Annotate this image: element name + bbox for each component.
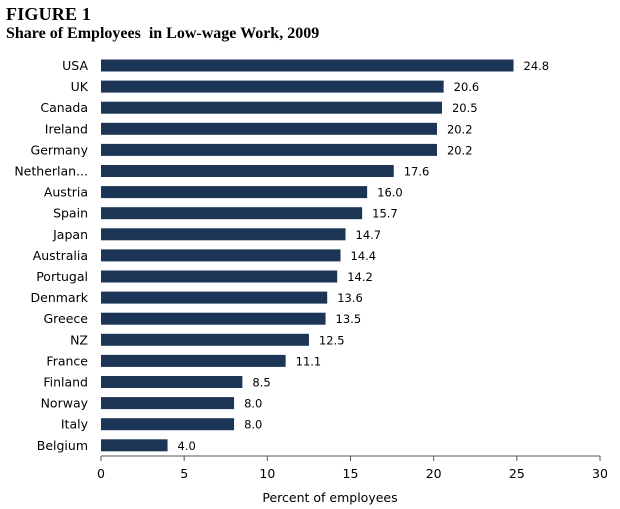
category-label: Norway xyxy=(41,396,89,411)
category-label: USA xyxy=(62,58,88,73)
figure-label: FIGURE 1 xyxy=(6,4,92,24)
category-label: UK xyxy=(71,79,89,94)
value-label: 15.7 xyxy=(372,207,398,221)
value-label: 20.2 xyxy=(447,122,473,136)
value-label: 20.5 xyxy=(452,101,478,115)
category-label: Italy xyxy=(61,417,89,432)
value-label: 20.6 xyxy=(454,80,480,94)
value-label: 14.7 xyxy=(356,228,382,242)
bar xyxy=(101,249,341,262)
x-tick-label: 25 xyxy=(509,466,525,481)
bar xyxy=(101,439,168,452)
value-label: 4.0 xyxy=(178,439,196,453)
value-label: 11.1 xyxy=(296,354,322,368)
bar xyxy=(101,59,514,72)
x-tick-label: 20 xyxy=(426,466,442,481)
value-labels: 24.8 20.6 20.5 20.2 20.2 17.616.0 15.7 14.7 14.4… xyxy=(178,59,550,453)
x-axis-label: Percent of employees xyxy=(262,490,397,505)
category-label: Netherlan... xyxy=(14,164,88,179)
category-label: Germany xyxy=(31,142,89,157)
x-axis: 0 5 10 15 20 25 30 xyxy=(97,455,608,481)
chart-title: Share of Employees in Low-wage Work, 200… xyxy=(6,25,320,42)
bar xyxy=(101,228,346,241)
value-label: 24.8 xyxy=(524,59,550,73)
value-label: 8.0 xyxy=(244,397,262,411)
x-tick-label: 5 xyxy=(180,466,188,481)
category-label: Japan xyxy=(52,227,88,242)
value-label: 12.5 xyxy=(319,333,345,347)
bar xyxy=(101,186,368,199)
x-tick-label: 0 xyxy=(97,466,105,481)
bar xyxy=(101,101,442,114)
bar xyxy=(101,143,437,156)
bar xyxy=(101,376,243,388)
x-tick-label: 30 xyxy=(592,466,608,481)
bar xyxy=(101,354,286,367)
bar xyxy=(101,312,326,325)
bar xyxy=(101,207,363,220)
category-label: Canada xyxy=(40,100,88,115)
category-label: Denmark xyxy=(31,290,89,305)
x-tick-label: 10 xyxy=(259,466,275,481)
category-label: NZ xyxy=(70,332,88,347)
category-label: Portugal xyxy=(36,269,88,284)
bar xyxy=(101,418,235,431)
category-label: Austria xyxy=(44,185,88,200)
category-label: Greece xyxy=(44,311,89,326)
category-labels: USA UK Canada Ireland Germany Netherlan... Aus… xyxy=(14,58,88,453)
value-label: 17.6 xyxy=(404,165,430,179)
category-label: France xyxy=(46,353,88,368)
value-label: 14.2 xyxy=(347,270,373,284)
bar xyxy=(101,165,394,177)
value-label: 14.4 xyxy=(351,249,377,263)
category-label: Spain xyxy=(53,206,88,221)
value-label: 8.0 xyxy=(244,418,262,432)
category-label: Ireland xyxy=(45,121,88,136)
bar xyxy=(101,333,309,346)
x-tick-label: 15 xyxy=(343,466,359,481)
bars-group xyxy=(101,59,514,452)
value-label: 13.5 xyxy=(336,312,362,326)
category-label: Belgium xyxy=(37,438,88,453)
bar xyxy=(101,122,437,135)
bar xyxy=(101,80,444,93)
value-label: 16.0 xyxy=(377,186,403,200)
value-label: 8.5 xyxy=(252,376,270,390)
value-label: 20.2 xyxy=(447,143,473,157)
category-label: Australia xyxy=(33,248,88,263)
category-label: Finland xyxy=(43,375,88,390)
bar xyxy=(101,270,338,283)
value-label: 13.6 xyxy=(337,291,363,305)
bar xyxy=(101,397,235,410)
bar xyxy=(101,291,328,304)
